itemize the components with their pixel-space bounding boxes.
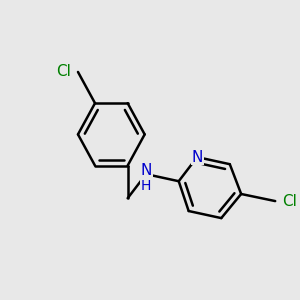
Text: Cl: Cl xyxy=(282,194,297,208)
Text: Cl: Cl xyxy=(56,64,71,80)
Text: N: N xyxy=(191,150,203,165)
Text: H: H xyxy=(141,179,151,193)
Text: N: N xyxy=(140,163,152,178)
